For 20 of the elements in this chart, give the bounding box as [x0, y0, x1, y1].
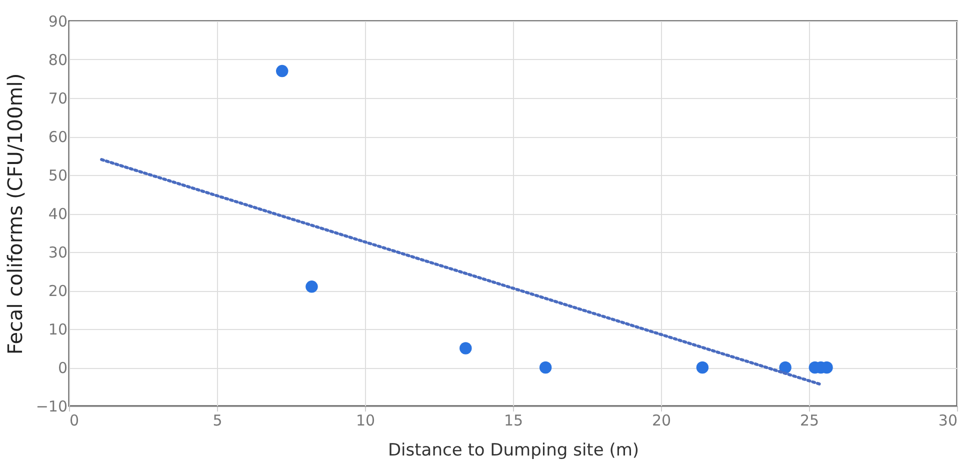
y-tick-label: 40: [48, 205, 68, 223]
x-tick-label: 15: [504, 412, 524, 430]
x-tick-label: 10: [356, 412, 376, 430]
y-tick-label: 80: [48, 51, 68, 69]
y-tick-label: 70: [48, 90, 68, 108]
y-tick-label: −10: [36, 398, 68, 416]
x-tick-label: 30: [938, 412, 958, 430]
x-tick-label: 0: [70, 412, 80, 430]
y-tick-label: 0: [58, 359, 68, 377]
y-tick-label: 90: [48, 12, 68, 30]
x-tick-label: 20: [652, 412, 672, 430]
y-tick-label: 60: [48, 128, 68, 146]
y-tick-label: 10: [48, 320, 68, 338]
y-axis-title: Fecal coliforms (CFU/100ml): [2, 73, 27, 355]
x-axis-title: Distance to Dumping site (m): [388, 440, 640, 460]
y-tick-label: 20: [48, 282, 68, 300]
y-tick-label: 30: [48, 244, 68, 262]
y-tick-label: 50: [48, 166, 68, 184]
x-tick-label: 25: [800, 412, 820, 430]
x-tick-label: 5: [212, 412, 222, 430]
